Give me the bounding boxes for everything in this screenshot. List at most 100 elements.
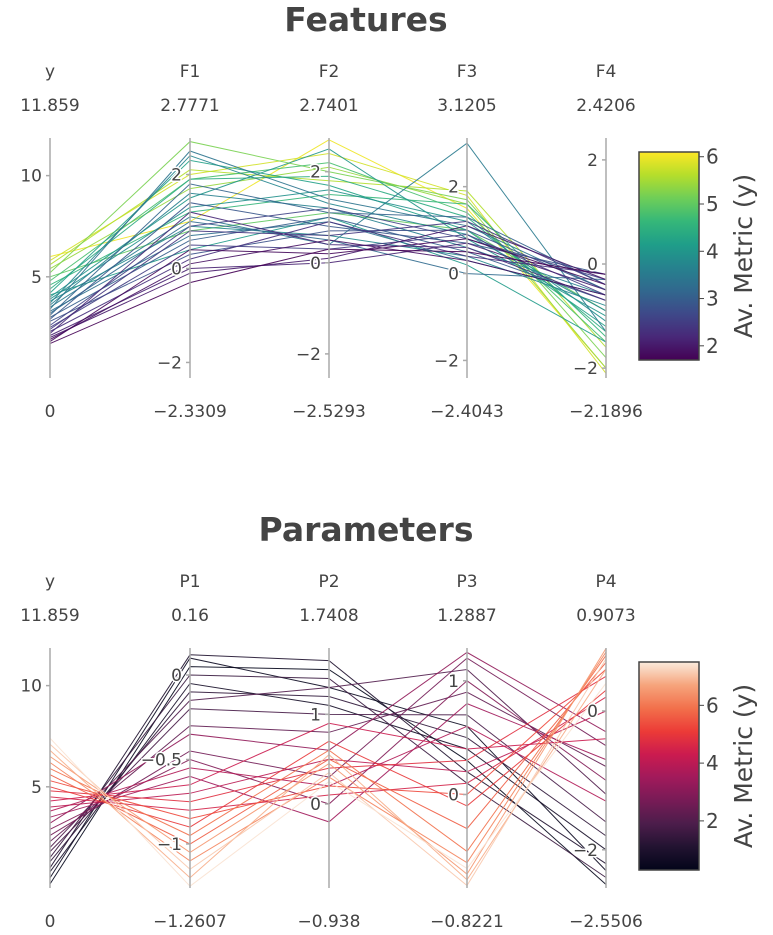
axis-min-label: −2.3309 [153,402,227,422]
series-line-18 [49,689,607,828]
series-lines [49,648,607,887]
tick-label: −2 [573,841,598,861]
tick-label: 0 [587,255,598,275]
axis-label: F3 [457,62,478,82]
axis-max-label: 3.1205 [437,96,496,116]
axis-label: F1 [180,62,201,82]
axis-min-label: −0.938 [298,912,361,932]
axis-max-label: 2.4206 [576,96,635,116]
tick-label: 2 [310,163,321,183]
colorbar-tick-label: 2 [706,809,719,833]
tick-label-halo: 2 [587,151,598,171]
axis-min-label: −1.2607 [153,912,227,932]
tick-label-halo: 0 [448,786,459,806]
tick-label: 0 [310,795,321,815]
series-line-11 [49,148,607,317]
tick-label: 2 [587,151,598,171]
features-colorbar-bar [638,151,700,361]
features-colorbar: Av. Metric (y) 2 3 4 5 6 [638,145,758,361]
axis-p1: P10.16−1.2607−1−1−0.5−0.500 [139,572,227,932]
tick-label: 10 [20,677,42,697]
series-line-20 [49,662,607,845]
axis-min-label: −2.4043 [430,402,504,422]
tick-label-halo: −1 [157,835,182,855]
colorbar-tick-label: 6 [706,145,719,169]
tick-label: −2 [296,345,321,365]
tick-label: 5 [31,268,42,288]
tick-label: 0 [171,666,182,686]
colorbar-tick-label: 6 [706,693,719,717]
axis-max-label: 11.859 [20,96,79,116]
tick-label: 2 [448,178,459,198]
tick-label-halo: −2 [573,359,598,379]
tick-label: 0 [448,786,459,806]
axis-max-label: 2.7771 [160,96,219,116]
axis-max-label: 0.9073 [576,606,635,626]
tick-label-halo: 0 [587,702,598,722]
parameters-colorbar: Av. Metric (y) 2 4 6 [638,661,758,871]
parameters-title: Parameters [259,510,474,549]
series-line-0 [49,666,607,885]
tick-label-halo: 0 [310,254,321,274]
colorbar-tick-label: 4 [706,239,719,263]
axis-label: F2 [319,62,340,82]
axis-p4: P40.9073−2.5506−2−200 [569,572,643,932]
tick-label-halo: 0 [587,255,598,275]
series-lines [49,139,607,374]
tick-label-halo: 10 [20,677,42,697]
axis-max-label: 2.7401 [299,96,358,116]
tick-label-halo: −2 [157,353,182,373]
axis-label: y [45,572,55,592]
tick-label: −2 [434,351,459,371]
tick-label-halo: −2 [434,351,459,371]
tick-label-halo: 2 [310,163,321,183]
tick-label-halo: 1 [310,705,321,725]
features-colorbar-ticks: 2 3 4 5 6 [699,145,719,358]
tick-label-halo: 0 [171,666,182,686]
tick-label-halo: 0 [171,259,182,279]
series-line-24 [49,669,607,881]
axis-label: P2 [318,572,339,592]
features-title: Features [284,0,447,39]
tick-label: 10 [20,167,42,187]
tick-label: 5 [31,778,42,798]
tick-label-halo: −0.5 [141,750,182,770]
series-line-14 [49,155,607,312]
parameters-colorbar-ticks: 2 4 6 [699,693,719,833]
tick-label-halo: 0 [310,795,321,815]
axis-max-label: 11.859 [20,606,79,626]
series-line-9 [49,159,607,327]
tick-label: 0 [448,265,459,285]
series-line-17 [49,150,607,310]
tick-label: −1 [157,835,182,855]
colorbar-tick-label: 2 [706,334,719,358]
tick-label: 0 [587,702,598,722]
axis-label: y [45,62,55,82]
colorbar-tick-label: 5 [706,192,719,216]
axis-label: F4 [596,62,617,82]
colorbar-tick-label: 4 [706,751,719,775]
tick-label-halo: 0 [448,265,459,285]
features-colorbar-title: Av. Metric (y) [729,174,758,338]
features-panel: y11.8590551010F12.7771−2.3309−2−20022F22… [19,62,643,422]
axis-label: P3 [456,572,477,592]
axis-label: P1 [179,572,200,592]
tick-label-halo: −2 [573,841,598,861]
axis-max-label: 1.7408 [299,606,358,626]
axis-min-label: 0 [45,402,56,422]
colorbar-tick-label: 3 [706,287,719,311]
axis-min-label: −2.5293 [292,402,366,422]
axis-min-label: −0.8221 [430,912,504,932]
parameters-colorbar-bar [638,661,700,871]
tick-label-halo: 2 [171,166,182,186]
tick-label-halo: −2 [296,345,321,365]
tick-label-halo: 1 [448,672,459,692]
